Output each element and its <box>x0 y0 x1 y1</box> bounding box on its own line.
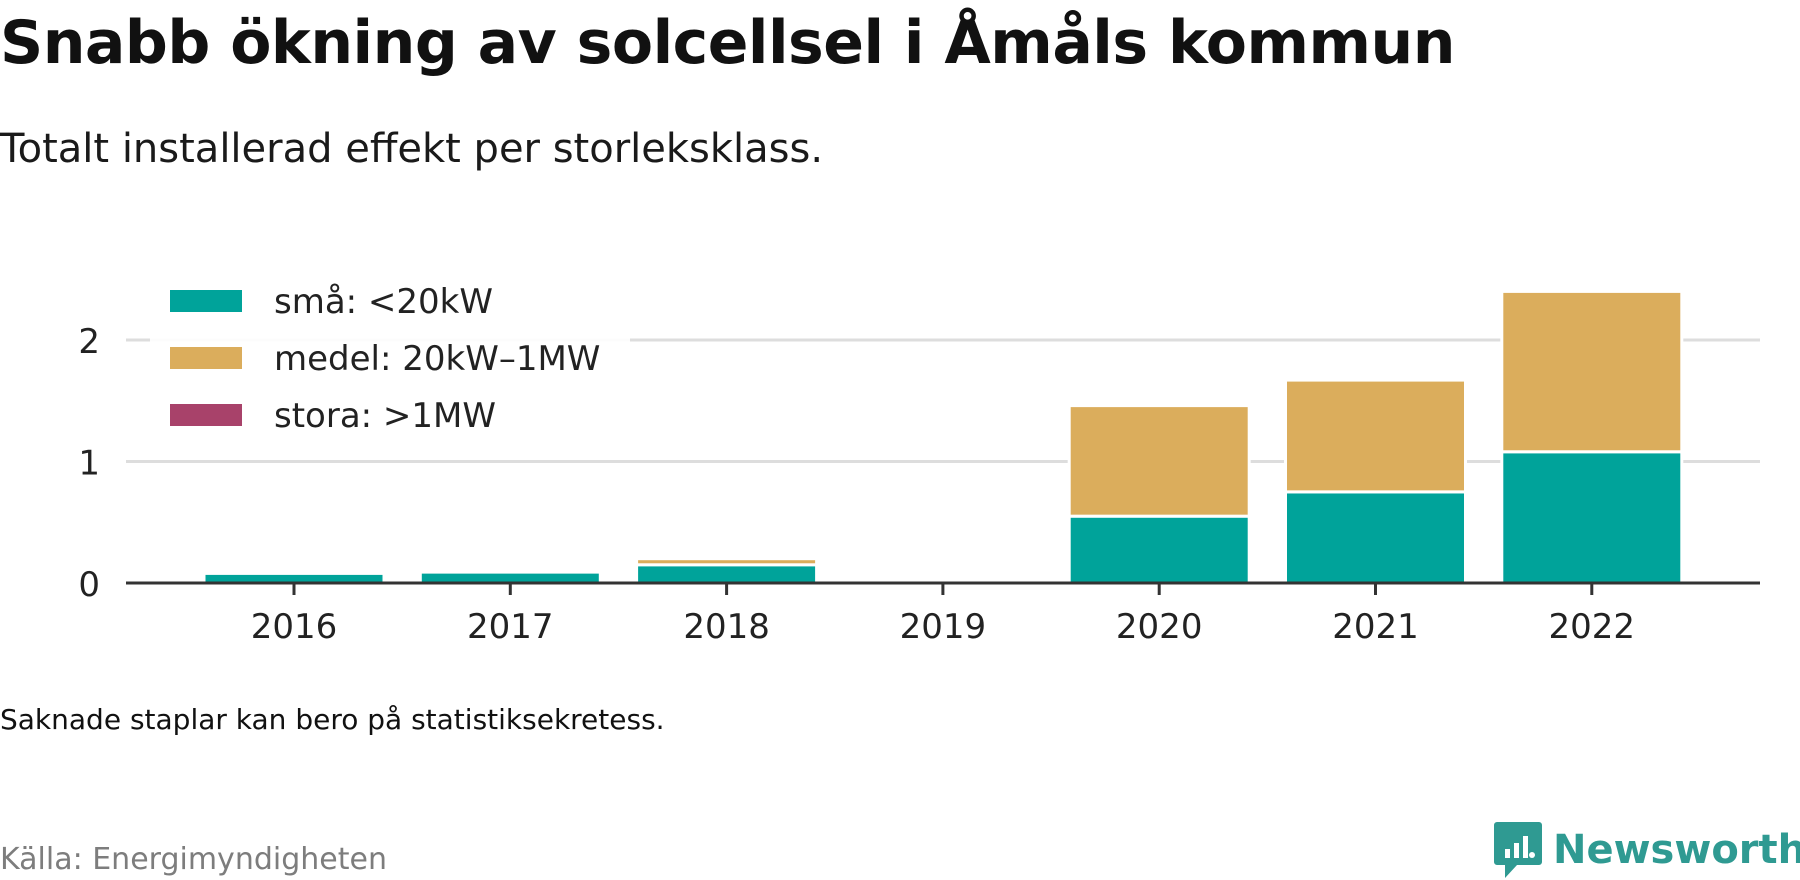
bar-2018-series-1 <box>635 557 819 567</box>
bar-2022-series-0 <box>1500 450 1684 585</box>
brand-logo: Newsworthy <box>1493 820 1800 880</box>
bar-2021-series-0 <box>1284 490 1467 585</box>
legend-swatch-0 <box>170 290 242 312</box>
bar-2021-series-1 <box>1284 378 1467 494</box>
y-tick-label: 0 <box>78 565 100 605</box>
x-tick-label: 2019 <box>900 607 987 647</box>
bar-2020-series-0 <box>1067 514 1251 585</box>
legend-label-1: medel: 20kW–1MW <box>274 339 600 379</box>
bar-2016-series-1 <box>202 569 386 575</box>
x-tick-label: 2016 <box>251 607 338 647</box>
x-tick-label: 2022 <box>1549 607 1636 647</box>
legend-label-2: stora: >1MW <box>274 396 496 436</box>
y-tick-label: 2 <box>78 322 100 362</box>
legend: små: <20kW medel: 20kW–1MW stora: >1MW <box>150 268 630 438</box>
legend-swatch-2 <box>170 404 242 426</box>
footnote: Saknade staplar kan bero på statistiksek… <box>0 703 665 736</box>
newsworthy-logo-icon <box>1494 822 1542 878</box>
y-tick-label: 1 <box>78 444 100 484</box>
chart-subtitle: Totalt installerad effekt per storlekskl… <box>0 126 824 172</box>
legend-swatch-1 <box>170 347 242 369</box>
bar-2020-series-1 <box>1067 404 1251 518</box>
bar-2017-series-0 <box>418 570 602 585</box>
bar-2022-series-1 <box>1500 289 1684 454</box>
bar-2017-series-1 <box>418 568 602 574</box>
brand-name: Newsworthy <box>1553 827 1800 873</box>
x-tick-label: 2017 <box>467 607 554 647</box>
x-tick-label: 2018 <box>683 607 770 647</box>
y-axis-ticks: 0 1 2 <box>78 322 100 605</box>
source-note: Källa: Energimyndigheten <box>0 842 387 877</box>
chart-title: Snabb ökning av solcellsel i Åmåls kommu… <box>0 8 1455 78</box>
x-axis-ticks: 2016 2017 2018 2019 2020 2021 2022 <box>251 583 1635 647</box>
x-tick-label: 2021 <box>1332 607 1419 647</box>
bar-2018-series-0 <box>635 563 819 585</box>
stacked-bar-chart: 0 1 2 2016 2017 2018 2019 2020 2021 2022 små: <2… <box>78 268 1760 647</box>
bars <box>202 289 1684 585</box>
legend-label-0: små: <20kW <box>274 282 493 322</box>
x-tick-label: 2020 <box>1116 607 1203 647</box>
